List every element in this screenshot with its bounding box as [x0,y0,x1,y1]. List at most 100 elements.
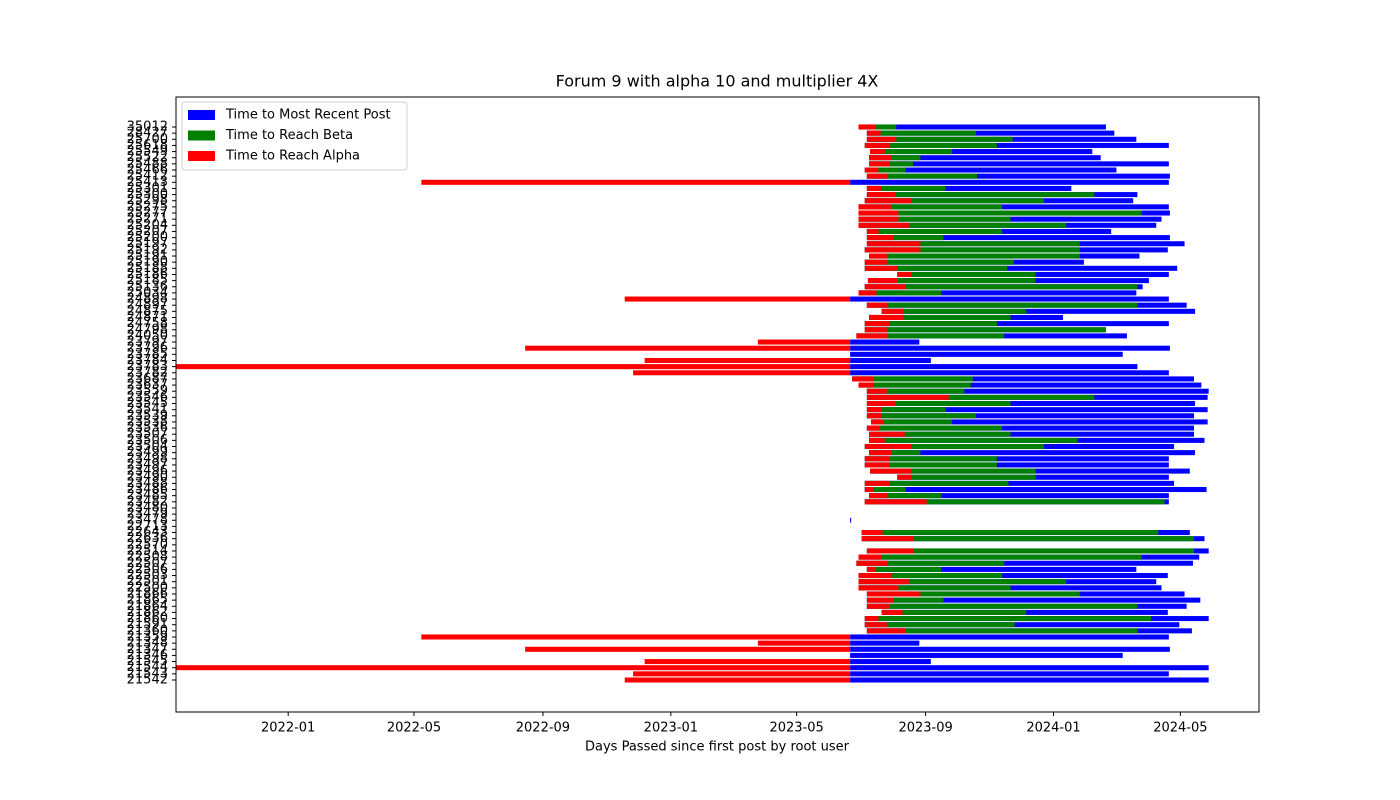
bar [850,296,1169,302]
y-tick-label: 23546 [127,390,168,405]
bar [866,548,1194,554]
bar [868,431,905,437]
bar [866,235,1170,241]
bar [864,142,890,148]
y-tick-label: 25197 [127,236,168,251]
bar [864,487,906,493]
bar [858,204,1169,210]
bar [871,419,952,425]
y-tick-label: 25413 [127,175,168,190]
x-tick-label: 2023-01 [644,721,698,736]
x-tick-label: 2024-05 [1153,721,1207,736]
bar [866,597,894,603]
bar [866,407,882,413]
bar [858,579,1067,585]
y-tick-label: 23482 [127,494,168,509]
y-tick-label: 23536 [127,421,168,436]
bar [858,290,877,296]
bar [757,640,851,646]
bar [868,155,921,161]
bar [864,167,879,173]
y-tick-label: 23504 [127,439,168,454]
y-tick-label: 25300 [127,187,168,202]
bar [861,536,914,542]
bar [864,198,912,204]
bar [864,247,921,253]
bar [864,499,1165,505]
y-tick-label: 25412 [127,169,168,184]
bar [864,487,1207,493]
y-tick-label: 25192 [127,242,168,257]
bar [858,573,893,579]
y-tick-label: 23541 [127,402,168,417]
y-tick-label: 24875 [127,304,168,319]
bar [864,456,890,462]
bar [858,382,971,388]
bar [858,124,876,130]
y-tick-label: 24897 [127,298,168,313]
y-tick-label: 22503 [127,568,168,583]
bar [858,124,897,130]
y-tick-label: 22713 [127,519,168,534]
y-tick-label: 23507 [127,427,168,442]
bar [864,265,898,271]
y-tick-label: 24898 [127,292,168,307]
bar [864,321,1169,327]
bar [871,419,1208,425]
bar [897,474,1036,480]
bar [850,351,1123,357]
y-tick-label: 23784 [127,353,168,368]
bar [868,253,1080,259]
bar [866,302,1138,308]
y-tick-label: 22514 [127,543,168,558]
bar [868,493,942,499]
bar [870,468,911,474]
legend-swatch [188,151,215,161]
y-tick-label: 35012 [127,120,168,135]
y-tick-label: 25204 [127,218,168,233]
y-tick-label: 25188 [127,261,168,276]
bar [897,271,912,277]
y-tick-label: 23499 [127,445,168,460]
bar [850,179,1169,185]
y-tick-label: 24050 [127,328,168,343]
y-tick-label: 21359 [127,629,168,644]
bar [861,530,883,536]
bar [864,198,1045,204]
y-tick-label: 22500 [127,580,168,595]
y-tick-label: 24798 [127,322,168,337]
bar [868,450,921,456]
y-tick-label: 21545 [127,654,168,669]
bar [881,308,904,314]
y-tick-label: 21348 [127,636,168,651]
y-tick-label: 21862 [127,605,168,620]
bar [421,634,851,640]
bar [176,665,851,671]
x-tick-label: 2024-01 [1026,721,1080,736]
bar [866,603,1138,609]
y-tick-label: 25034 [127,285,168,300]
bar [866,425,1194,431]
bar [866,566,876,572]
bar [850,370,1169,376]
bar [897,474,912,480]
bar [881,308,1196,314]
y-tick-label: 23478 [127,513,168,528]
bar [858,204,892,210]
y-tick-label: 23637 [127,378,168,393]
bar [866,235,894,241]
bar [864,480,1009,486]
bar [864,456,1169,462]
y-tick-label: 21866 [127,586,168,601]
bar [866,173,888,179]
bar [864,622,1015,628]
bar [866,425,1003,431]
bar [866,241,921,247]
bar [856,560,1193,566]
bar [864,167,906,173]
bar [866,407,946,413]
bar [858,382,875,388]
y-tick-label: 21346 [127,648,168,663]
bar [866,400,896,407]
